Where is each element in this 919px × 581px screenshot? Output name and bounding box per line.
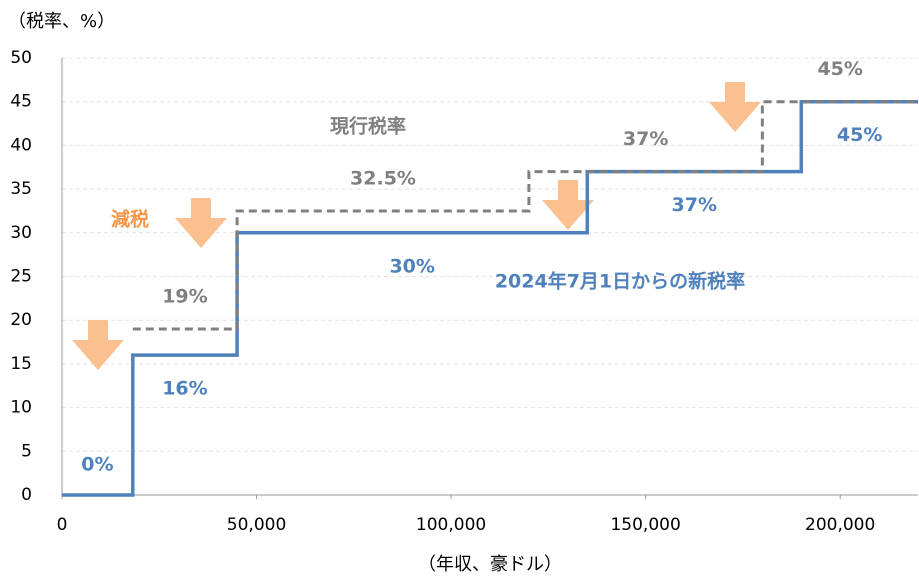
data-label: 30% bbox=[389, 255, 434, 277]
x-tick-label: 50,000 bbox=[227, 515, 286, 535]
arrow bbox=[72, 320, 124, 370]
annotation: 減税 bbox=[111, 208, 149, 231]
y-tick-label: 10 bbox=[10, 398, 32, 418]
series-name: 2024年7月1日からの新税率 bbox=[495, 270, 745, 293]
y-tick-label: 35 bbox=[10, 179, 32, 199]
y-tick-label: 25 bbox=[10, 267, 32, 287]
data-label: 19% bbox=[162, 285, 207, 307]
data-label: 32.5% bbox=[350, 167, 416, 189]
y-tick-label: 50 bbox=[10, 48, 32, 68]
y-tick-label: 45 bbox=[10, 92, 32, 112]
step-line bbox=[62, 99, 918, 497]
x-axis-label: （年収、豪ドル） bbox=[418, 554, 562, 575]
x-tick-label: 0 bbox=[57, 515, 68, 535]
y-tick-label: 20 bbox=[10, 310, 32, 330]
y-tick-label: 40 bbox=[10, 135, 32, 155]
y-axis-label: （税率、%） bbox=[8, 11, 115, 32]
data-label: 45% bbox=[817, 58, 862, 80]
series-name: 現行税率 bbox=[330, 115, 406, 138]
x-tick-label: 200,000 bbox=[805, 515, 875, 535]
y-tick-label: 5 bbox=[21, 441, 32, 461]
step-line bbox=[132, 100, 918, 331]
data-label: 0% bbox=[81, 454, 113, 476]
y-tick-label: 15 bbox=[10, 354, 32, 374]
arrow bbox=[175, 198, 227, 248]
x-tick-label: 150,000 bbox=[610, 515, 680, 535]
y-tick-label: 30 bbox=[10, 223, 32, 243]
data-label: 37% bbox=[623, 128, 668, 150]
arrow bbox=[542, 180, 594, 230]
data-label: 45% bbox=[837, 124, 882, 146]
arrow bbox=[709, 82, 761, 132]
arrows bbox=[72, 82, 761, 370]
x-tick-label: 100,000 bbox=[416, 515, 486, 535]
y-tick-label: 0 bbox=[21, 485, 32, 505]
data-label: 37% bbox=[672, 194, 717, 216]
data-label: 16% bbox=[162, 378, 207, 400]
